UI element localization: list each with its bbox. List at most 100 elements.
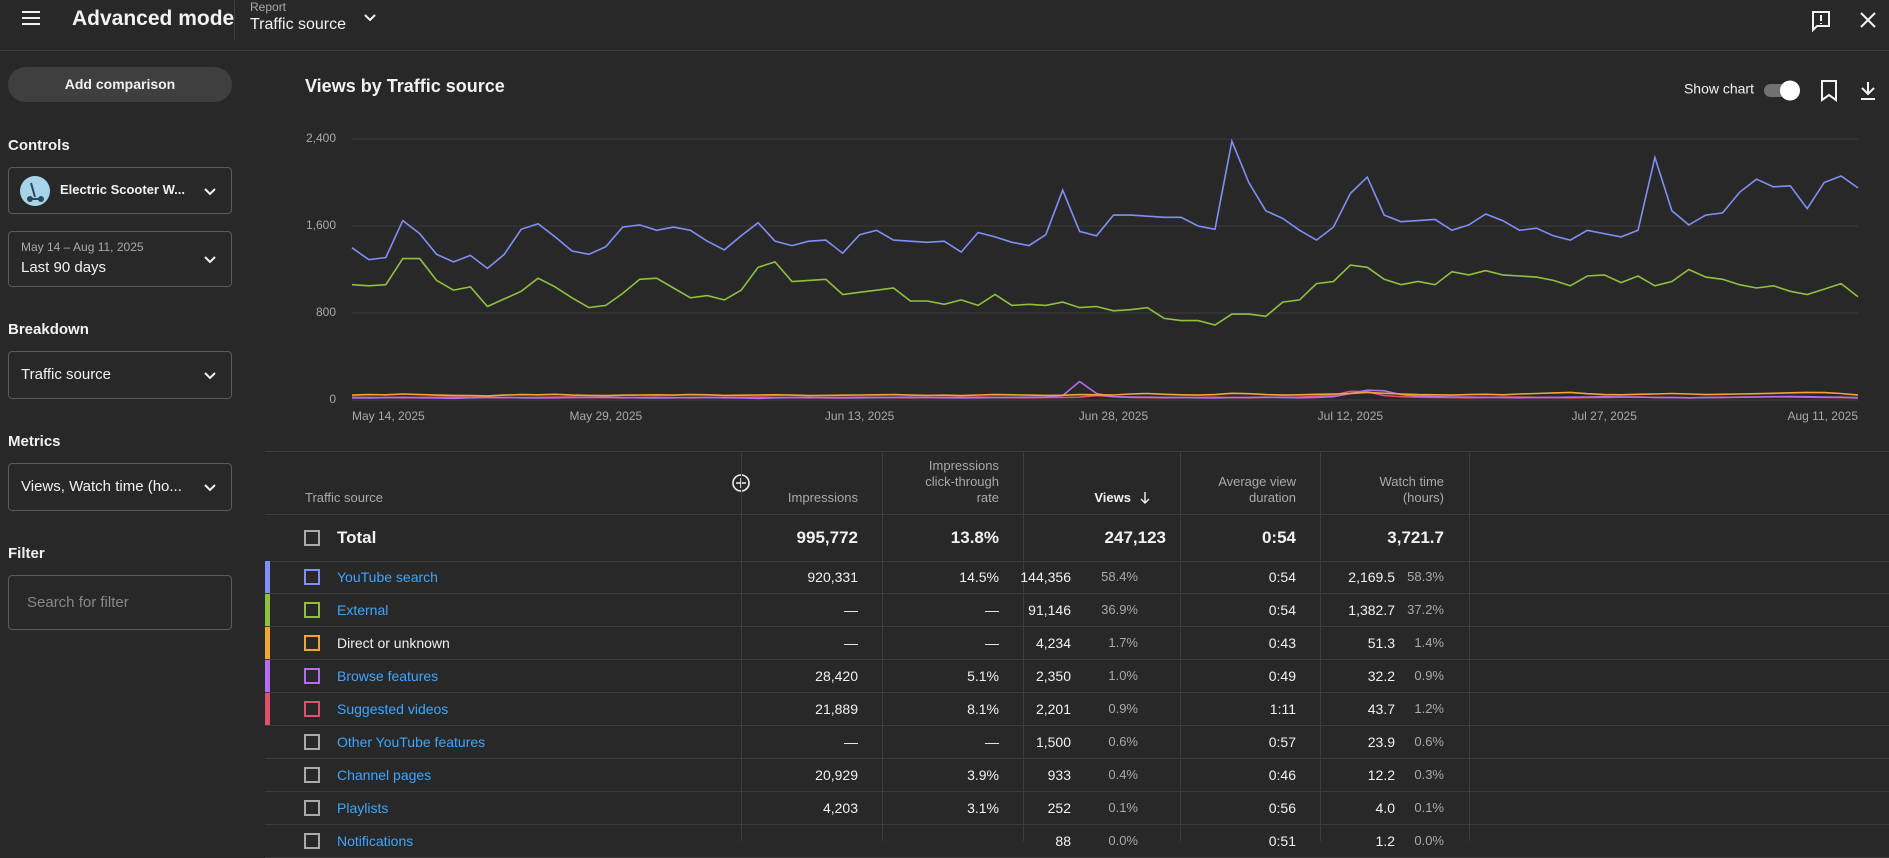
row-border [265,758,1889,759]
app-title: Advanced mode [72,7,235,30]
source-link[interactable]: Notifications [337,833,414,849]
checkbox[interactable] [304,602,320,618]
source-link[interactable]: Playlists [337,800,389,816]
chevron [204,372,216,380]
cell-value: 0:46 [1268,767,1296,783]
row-border [265,725,1889,726]
column-header[interactable]: Views [1094,490,1131,505]
sort-arrow[interactable] [1139,491,1151,505]
column-border [1180,451,1181,841]
share-percent: 0.6% [1108,734,1138,749]
checkbox[interactable] [304,767,320,783]
source-link[interactable]: Channel pages [337,767,432,783]
source-link[interactable]: Suggested videos [337,701,449,717]
cell-value: 933 [1047,767,1071,783]
share-percent: 0.9% [1108,701,1138,716]
cell-value: — [844,602,858,618]
filter-label: Filter [8,545,45,562]
row-color-bar [265,660,270,693]
download-icon[interactable] [1861,82,1875,100]
report-chevron[interactable] [362,10,378,26]
checkbox[interactable] [304,668,320,684]
cell-value: 4,203 [822,800,858,816]
cell-value: 88 [1055,833,1071,849]
breakdown-label: Breakdown [8,321,89,338]
show-chart-toggle[interactable] [1764,80,1800,101]
column-header: Average view duration [1218,474,1296,505]
cell-value: 8.1% [967,701,999,717]
checkbox[interactable] [304,701,320,717]
cell-value: 252 [1047,800,1071,816]
source-link[interactable]: External [337,602,389,618]
cell-value: 21,889 [815,701,858,717]
source-link[interactable]: YouTube search [337,569,438,585]
checkbox[interactable] [304,569,320,585]
metrics-dropdown[interactable]: Views, Watch time (ho... [8,463,232,511]
total-value: 995,772 [796,528,858,547]
cell-value: 12.2 [1367,767,1395,783]
source-link[interactable]: Other YouTube features [337,734,486,750]
menu-icon[interactable] [20,8,44,28]
cell-value: 4.0 [1375,800,1395,816]
date-dropdown[interactable]: May 14 – Aug 11, 2025 Last 90 days [8,231,232,287]
column-border [1023,451,1024,841]
cell-value: 32.2 [1367,668,1395,684]
row-color-bar [265,594,270,627]
share-percent: 0.1% [1108,800,1138,815]
cell-value: 2,201 [1035,701,1071,717]
source-name: Direct or unknown [337,635,450,651]
report-select[interactable]: Traffic source [250,16,347,33]
content-name: Electric Scooter W... [60,182,185,197]
share-percent: 0.6% [1414,734,1444,749]
cell-value: 43.7 [1367,701,1395,717]
add-column-icon[interactable] [731,473,751,493]
checkbox[interactable] [304,530,320,546]
checkbox[interactable] [304,734,320,750]
series-line [351,138,1859,270]
row-border [265,561,1889,562]
checkbox[interactable] [304,800,320,816]
total-value: 0:54 [1261,528,1296,547]
filter-placeholder: Search for filter [27,594,129,611]
filter-input[interactable]: Search for filter [8,575,232,630]
total-value: 13.8% [950,528,999,547]
share-percent: 0.3% [1414,767,1444,782]
y-tick-label: 1,600 [306,218,336,232]
share-percent: 1.4% [1414,635,1444,650]
share-percent: 58.3% [1407,569,1444,584]
content-dropdown[interactable]: Electric Scooter W... [8,167,232,214]
date-range: May 14 – Aug 11, 2025 [21,240,144,254]
bookmark-icon[interactable] [1821,80,1837,102]
breakdown-value: Traffic source [21,366,112,383]
share-percent: 1.0% [1108,668,1138,683]
share-percent: 0.0% [1414,833,1444,848]
cell-value: 0:43 [1268,635,1296,651]
cell-value: 0:56 [1268,800,1296,816]
row-color-bar [265,693,270,726]
cell-value: 0:54 [1268,602,1296,618]
column-header: Traffic source [305,490,384,505]
cell-value: 51.3 [1367,635,1395,651]
cell-value: — [985,734,999,750]
checkbox[interactable] [304,635,320,651]
checkbox[interactable] [304,833,320,849]
sort-arrow-icon [1140,492,1150,504]
cell-value: 28,420 [815,668,858,684]
breakdown-dropdown[interactable]: Traffic source [8,351,232,399]
share-percent: 0.4% [1108,767,1138,782]
close-icon[interactable] [1858,10,1878,30]
cell-value: 5.1% [967,668,999,684]
top-bar: Advanced mode Report Traffic source [0,0,1889,51]
metrics-label: Metrics [8,433,61,450]
add-comparison-button[interactable]: Add comparison [8,67,232,102]
feedback-icon[interactable] [1810,10,1832,32]
cell-value: — [985,635,999,651]
cell-value: 20,929 [815,767,858,783]
header-border [265,514,1889,515]
x-tick-label: Aug 11, 2025 [1787,409,1858,423]
row-border [265,593,1889,594]
source-link[interactable]: Browse features [337,668,439,684]
chevron [204,484,216,492]
share-percent: 1.2% [1414,701,1444,716]
